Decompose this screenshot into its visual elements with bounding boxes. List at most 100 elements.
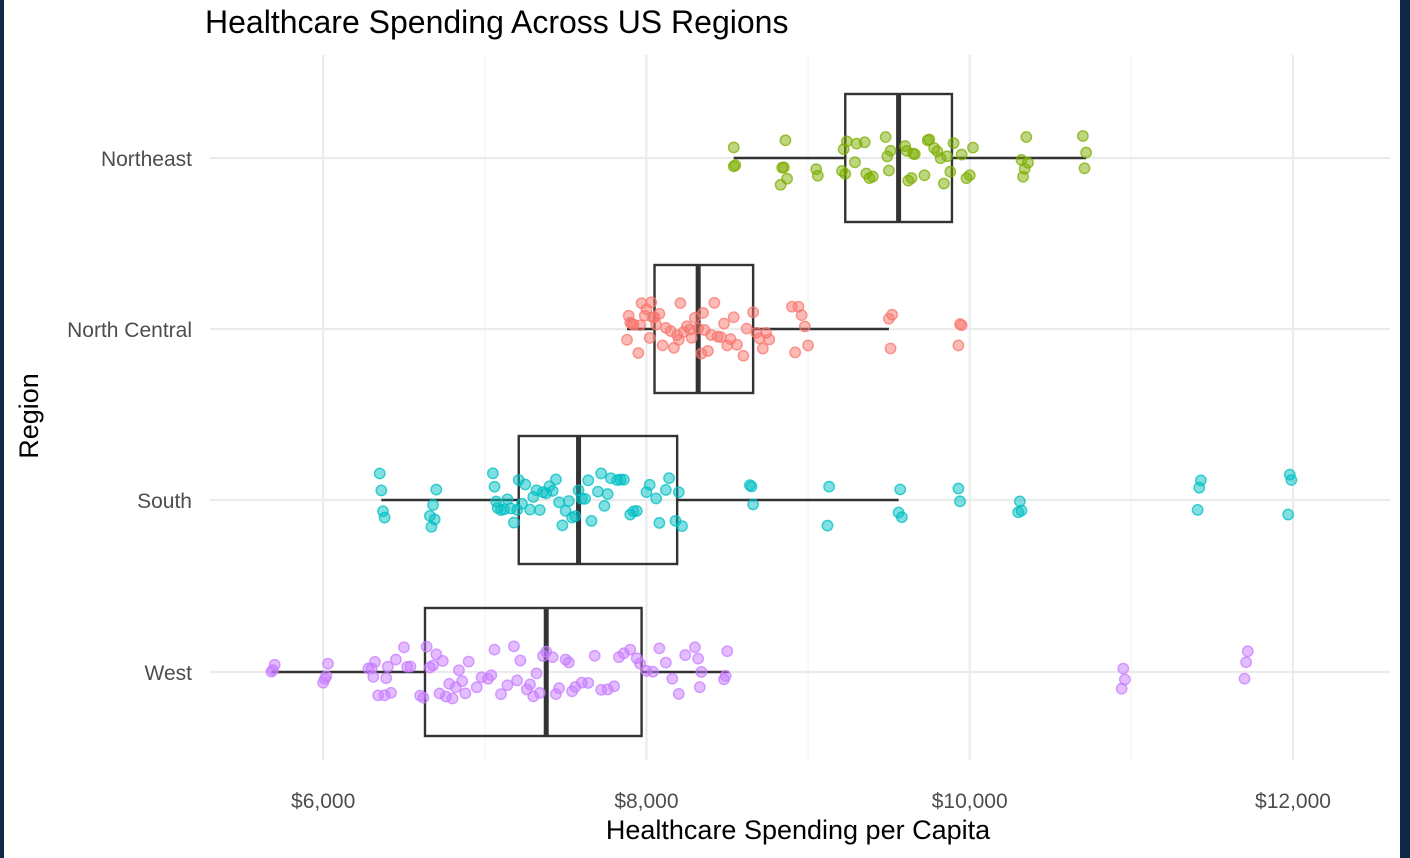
data-point (501, 679, 514, 692)
data-point (839, 167, 852, 180)
data-point (367, 670, 380, 683)
data-point (643, 478, 656, 491)
data-point (879, 131, 892, 143)
y-tick-label: Northeast (101, 148, 192, 171)
data-point (428, 513, 441, 526)
data-point (866, 170, 879, 183)
boxplot-chart: Northeast North Central South West $6,000 $8… (14, 4, 1390, 845)
data-point (530, 667, 543, 680)
data-point (727, 311, 740, 324)
data-point (737, 349, 750, 362)
data-point (821, 519, 834, 532)
data-point (322, 657, 334, 670)
data-point (524, 503, 536, 516)
data-point (511, 674, 524, 687)
data-point (763, 333, 776, 346)
data-point (556, 519, 569, 532)
data-point (672, 688, 685, 700)
data-point (585, 515, 598, 527)
data-point (718, 317, 730, 330)
chart-frame: Northeast North Central South West $6,000 $8… (4, 0, 1400, 858)
x-axis-title: Healthcare Spending per Capita (606, 815, 991, 845)
chart-title: Healthcare Spending Across US Regions (205, 4, 788, 40)
data-point (719, 669, 732, 682)
data-point (789, 346, 802, 359)
data-point (656, 339, 669, 352)
data-point (674, 297, 687, 310)
data-point (598, 499, 611, 512)
data-point (781, 172, 793, 185)
data-point (368, 655, 381, 668)
x-tick-labels: $6,000 $8,000 $10,000 $12,000 (291, 790, 1331, 813)
data-point (446, 692, 459, 705)
data-point (385, 686, 397, 699)
x-tick-label: $12,000 (1255, 790, 1331, 813)
data-point (1191, 504, 1204, 516)
data-point (650, 492, 663, 505)
data-point (955, 148, 968, 161)
data-point (952, 339, 965, 352)
data-point (663, 472, 675, 485)
data-point (470, 681, 483, 694)
data-point (1194, 474, 1207, 487)
data-point (701, 345, 714, 357)
data-point (645, 296, 658, 309)
data-point (894, 483, 907, 496)
data-point (823, 480, 835, 493)
data-point (840, 135, 853, 148)
data-point (679, 649, 692, 661)
data-point (727, 141, 740, 154)
data-point (886, 308, 899, 321)
data-point (462, 655, 475, 668)
data-point (947, 137, 960, 150)
data-point (1238, 672, 1251, 685)
data-point (955, 319, 968, 332)
data-point (634, 657, 646, 670)
data-point (1282, 508, 1295, 521)
data-point (944, 165, 957, 178)
data-point (595, 467, 608, 480)
data-point (634, 319, 646, 332)
data-point (1241, 645, 1254, 658)
data-point (617, 473, 630, 486)
x-tick-label: $6,000 (291, 790, 355, 813)
data-point (693, 681, 706, 694)
data-point (488, 480, 501, 493)
data-point (417, 691, 430, 704)
data-point (923, 133, 936, 146)
data-point (858, 136, 871, 149)
y-tick-label: South (137, 490, 192, 513)
data-point (849, 156, 861, 169)
data-point (495, 688, 507, 701)
data-point (430, 483, 443, 496)
data-point (941, 150, 953, 163)
data-point (747, 306, 760, 319)
data-point (420, 640, 433, 653)
data-point (653, 642, 666, 655)
data-point (697, 306, 709, 319)
data-point (404, 660, 417, 673)
data-point (795, 309, 808, 322)
data-point (692, 652, 705, 665)
data-point (745, 480, 758, 493)
data-point (268, 658, 281, 671)
data-point (1119, 673, 1131, 686)
data-point (798, 320, 811, 333)
data-point (569, 510, 582, 523)
point-layer (265, 130, 1298, 705)
data-point (562, 656, 575, 669)
data-point (747, 498, 760, 511)
data-point (320, 670, 333, 683)
data-point (519, 478, 532, 491)
data-point (427, 659, 439, 672)
data-point (689, 641, 701, 654)
data-point (884, 144, 897, 157)
data-point (676, 520, 688, 533)
data-point (588, 649, 601, 662)
data-point (1078, 162, 1091, 175)
data-point (721, 645, 734, 658)
data-point (777, 161, 790, 174)
data-point (579, 492, 591, 505)
data-point (708, 296, 721, 309)
data-point (729, 159, 742, 172)
